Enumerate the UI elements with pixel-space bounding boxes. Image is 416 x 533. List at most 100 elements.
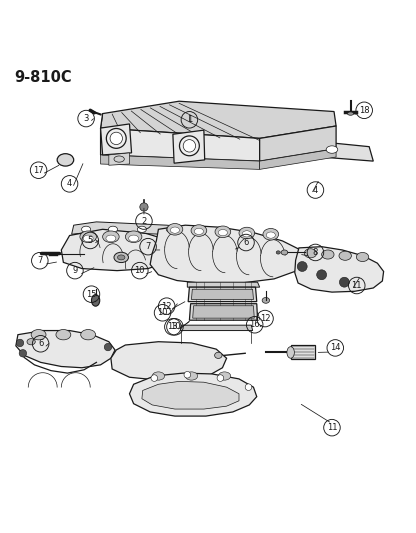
Ellipse shape <box>215 352 222 358</box>
Polygon shape <box>260 149 336 169</box>
Polygon shape <box>101 124 131 155</box>
Text: 14: 14 <box>330 343 341 352</box>
Polygon shape <box>295 247 384 292</box>
Ellipse shape <box>137 226 146 232</box>
Circle shape <box>16 339 24 346</box>
Text: 17: 17 <box>33 166 44 175</box>
Ellipse shape <box>242 231 251 237</box>
Text: 12: 12 <box>260 314 270 323</box>
Polygon shape <box>109 153 129 165</box>
Polygon shape <box>180 325 253 330</box>
Ellipse shape <box>171 227 179 233</box>
Ellipse shape <box>357 253 369 262</box>
Polygon shape <box>61 229 173 271</box>
Text: 9-810C: 9-810C <box>14 70 72 85</box>
Text: 8: 8 <box>313 248 318 257</box>
Polygon shape <box>291 345 315 359</box>
Polygon shape <box>111 342 227 380</box>
Text: 11: 11 <box>327 423 337 432</box>
Polygon shape <box>266 136 373 161</box>
Ellipse shape <box>106 235 116 241</box>
Ellipse shape <box>304 249 317 258</box>
Text: 3: 3 <box>84 114 89 123</box>
Ellipse shape <box>82 226 91 232</box>
Ellipse shape <box>166 226 176 232</box>
Text: 5: 5 <box>88 236 93 245</box>
Text: 7: 7 <box>146 242 151 251</box>
Circle shape <box>104 343 112 351</box>
Ellipse shape <box>92 295 100 306</box>
Ellipse shape <box>179 136 199 156</box>
Ellipse shape <box>56 329 71 340</box>
Ellipse shape <box>191 225 207 236</box>
Text: 10: 10 <box>170 322 180 332</box>
Ellipse shape <box>194 228 203 235</box>
Circle shape <box>19 350 27 357</box>
Ellipse shape <box>83 235 93 241</box>
Ellipse shape <box>109 226 117 232</box>
Ellipse shape <box>239 227 255 239</box>
Polygon shape <box>189 304 258 320</box>
Text: 4: 4 <box>67 180 72 188</box>
Ellipse shape <box>185 372 198 380</box>
Circle shape <box>297 262 307 271</box>
Text: 12: 12 <box>161 302 172 311</box>
Text: 7: 7 <box>37 256 42 265</box>
Ellipse shape <box>215 226 231 238</box>
Polygon shape <box>16 330 115 368</box>
Polygon shape <box>142 382 239 409</box>
Text: 6: 6 <box>38 340 43 348</box>
Text: 10: 10 <box>134 266 145 275</box>
Ellipse shape <box>152 372 165 380</box>
Ellipse shape <box>81 329 96 340</box>
Text: 11: 11 <box>352 281 362 290</box>
Ellipse shape <box>57 154 74 166</box>
Ellipse shape <box>195 226 204 232</box>
Polygon shape <box>101 101 336 139</box>
Ellipse shape <box>262 297 270 303</box>
Ellipse shape <box>326 146 338 154</box>
Polygon shape <box>191 289 253 300</box>
Ellipse shape <box>347 112 354 115</box>
Ellipse shape <box>125 231 142 243</box>
Ellipse shape <box>287 346 295 358</box>
Text: 6: 6 <box>243 238 249 247</box>
Ellipse shape <box>80 231 97 243</box>
Ellipse shape <box>114 156 124 162</box>
Polygon shape <box>101 128 260 161</box>
Circle shape <box>317 270 327 280</box>
Circle shape <box>151 375 158 382</box>
Ellipse shape <box>110 132 122 144</box>
Ellipse shape <box>114 252 129 263</box>
Text: 10: 10 <box>157 308 168 317</box>
Ellipse shape <box>106 128 126 148</box>
Circle shape <box>245 384 252 391</box>
Circle shape <box>339 277 349 287</box>
Ellipse shape <box>129 235 139 241</box>
Polygon shape <box>129 373 257 416</box>
Ellipse shape <box>322 250 334 259</box>
Ellipse shape <box>218 230 228 236</box>
Polygon shape <box>188 287 257 302</box>
Polygon shape <box>72 222 220 237</box>
Polygon shape <box>101 155 260 169</box>
Ellipse shape <box>218 372 231 380</box>
Text: 9: 9 <box>72 266 77 275</box>
Ellipse shape <box>31 329 46 340</box>
Polygon shape <box>150 225 303 284</box>
Ellipse shape <box>276 251 280 254</box>
Text: 18: 18 <box>359 106 369 115</box>
Polygon shape <box>260 126 336 161</box>
Ellipse shape <box>266 232 275 238</box>
Ellipse shape <box>103 231 119 243</box>
Polygon shape <box>173 130 205 163</box>
Circle shape <box>140 203 148 211</box>
Text: 2: 2 <box>141 216 146 225</box>
Text: 13: 13 <box>168 322 178 332</box>
Ellipse shape <box>281 250 288 255</box>
Ellipse shape <box>339 251 352 260</box>
Ellipse shape <box>263 229 279 240</box>
Text: 15: 15 <box>86 290 97 298</box>
Polygon shape <box>187 282 260 287</box>
Polygon shape <box>193 306 254 318</box>
